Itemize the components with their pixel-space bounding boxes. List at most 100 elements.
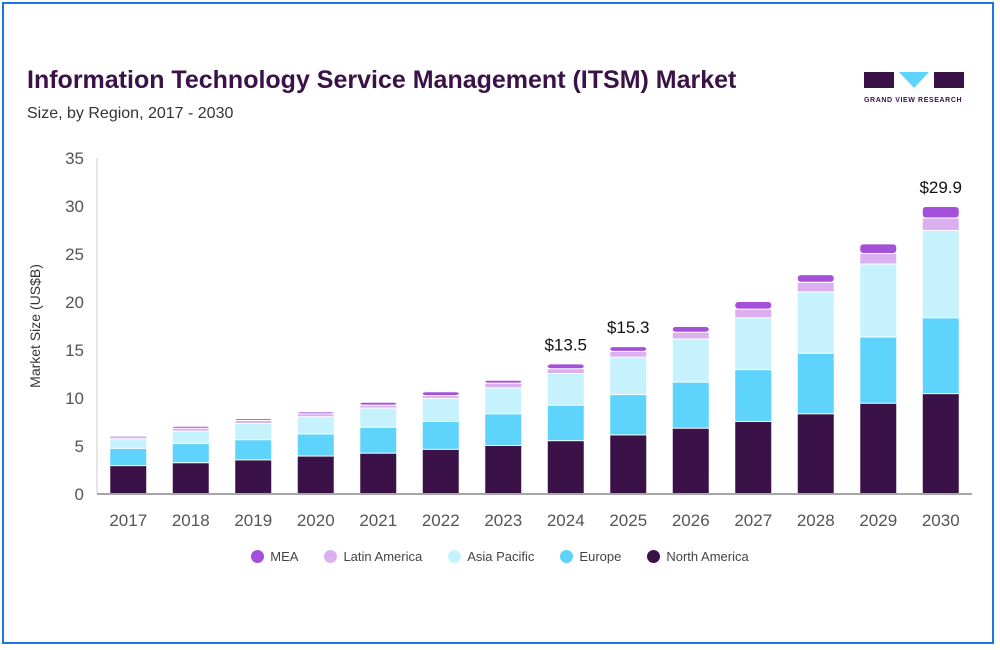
bar-segment-mea bbox=[547, 364, 584, 369]
legend-item: Europe bbox=[560, 549, 621, 564]
bar-segment-asia-pacific bbox=[610, 357, 647, 395]
bar-segment-asia-pacific bbox=[860, 264, 897, 337]
bar-segment-mea bbox=[235, 419, 272, 421]
bar-segment-north-america bbox=[360, 453, 397, 493]
chart-frame bbox=[2, 2, 994, 644]
x-tick-label: 2019 bbox=[234, 511, 272, 530]
legend-swatch bbox=[647, 550, 661, 563]
x-tick-label: 2018 bbox=[172, 511, 210, 530]
legend-swatch bbox=[448, 550, 462, 563]
x-tick-label: 2025 bbox=[609, 511, 647, 530]
bar-segment-north-america bbox=[110, 466, 147, 493]
bar-segment-europe bbox=[172, 444, 209, 463]
bar-segment-north-america bbox=[860, 403, 897, 493]
y-tick-label: 35 bbox=[65, 149, 84, 168]
x-tick-label: 2023 bbox=[484, 511, 522, 530]
bar-segment-asia-pacific bbox=[110, 439, 147, 448]
bar-segment-europe bbox=[360, 427, 397, 453]
logo-text: GRAND VIEW RESEARCH bbox=[864, 97, 963, 104]
bar-segment-asia-pacific bbox=[422, 398, 459, 421]
bar-segment-latin-america bbox=[297, 414, 334, 417]
y-tick-label: 30 bbox=[65, 197, 84, 216]
bar-segment-latin-america bbox=[797, 282, 834, 292]
bar-segment-mea bbox=[860, 244, 897, 253]
x-tick-label: 2026 bbox=[672, 511, 710, 530]
bar-segment-latin-america bbox=[485, 383, 522, 388]
bar-segment-asia-pacific bbox=[297, 417, 334, 434]
bar-segment-asia-pacific bbox=[672, 339, 709, 382]
legend-label: Europe bbox=[579, 549, 622, 564]
bar-segment-europe bbox=[610, 395, 647, 435]
legend-item: Latin America bbox=[324, 549, 422, 564]
x-tick-label: 2027 bbox=[734, 511, 772, 530]
bar-segment-europe bbox=[422, 422, 459, 449]
bar-segment-latin-america bbox=[922, 218, 959, 230]
bar-segment-north-america bbox=[297, 456, 334, 493]
total-data-label: $13.5 bbox=[544, 335, 587, 354]
grand-view-research-logo: GRAND VIEW RESEARCH bbox=[864, 70, 964, 104]
bar-segment-latin-america bbox=[360, 405, 397, 408]
bar-segment-latin-america bbox=[235, 421, 272, 423]
legend-item: Asia Pacific bbox=[448, 549, 534, 564]
legend: MEA Latin America Asia Pacific Europe North … bbox=[0, 549, 1000, 564]
bar-segment-latin-america bbox=[610, 351, 647, 357]
bar-segment-asia-pacific bbox=[360, 408, 397, 427]
x-tick-label: 2029 bbox=[859, 511, 897, 530]
bar-segment-north-america bbox=[235, 460, 272, 493]
bar-segment-north-america bbox=[922, 394, 959, 493]
bar-segment-europe bbox=[110, 448, 147, 466]
bar-segment-europe bbox=[297, 434, 334, 456]
y-tick-label: 5 bbox=[75, 437, 84, 456]
x-tick-label: 2022 bbox=[422, 511, 460, 530]
bar-segment-mea bbox=[485, 380, 522, 383]
total-data-label: $15.3 bbox=[607, 318, 650, 337]
bar-segment-asia-pacific bbox=[172, 431, 209, 444]
y-axis-label: Market Size (US$B) bbox=[27, 264, 43, 388]
bar-segment-europe bbox=[860, 337, 897, 403]
logo-mark bbox=[864, 72, 964, 88]
bar-segment-mea bbox=[297, 412, 334, 414]
x-tick-label: 2017 bbox=[109, 511, 147, 530]
legend-label: Asia Pacific bbox=[467, 549, 535, 564]
bar-segment-latin-america bbox=[110, 436, 147, 439]
bar-segment-asia-pacific bbox=[922, 230, 959, 318]
chart-subtitle: Size, by Region, 2017 - 2030 bbox=[27, 105, 234, 122]
bar-segment-asia-pacific bbox=[797, 292, 834, 353]
bar-segment-asia-pacific bbox=[235, 423, 272, 440]
bar-segment-north-america bbox=[485, 446, 522, 493]
bar-segment-latin-america bbox=[172, 428, 209, 431]
total-data-label: $29.9 bbox=[919, 178, 962, 197]
legend-item: MEA bbox=[251, 549, 298, 564]
bar-segment-latin-america bbox=[422, 396, 459, 398]
bar-segment-latin-america bbox=[735, 309, 772, 318]
bar-segment-latin-america bbox=[860, 254, 897, 264]
bar-segment-asia-pacific bbox=[735, 318, 772, 370]
bar-segment-north-america bbox=[422, 449, 459, 493]
bar-segment-europe bbox=[485, 414, 522, 445]
legend-item: North America bbox=[647, 549, 749, 564]
x-tick-label: 2021 bbox=[359, 511, 397, 530]
bar-segment-mea bbox=[922, 206, 959, 218]
bar-segment-europe bbox=[922, 318, 959, 394]
bar-segment-mea bbox=[610, 347, 647, 351]
bar-segment-mea bbox=[360, 402, 397, 405]
y-tick-label: 15 bbox=[65, 341, 84, 360]
bar-segment-north-america bbox=[797, 414, 834, 493]
bar-segment-latin-america bbox=[547, 369, 584, 373]
legend-swatch bbox=[251, 550, 265, 563]
bar-segment-asia-pacific bbox=[547, 374, 584, 405]
bar-segment-north-america bbox=[610, 435, 647, 493]
legend-label: North America bbox=[666, 549, 749, 564]
bar-segment-europe bbox=[235, 440, 272, 460]
y-tick-label: 25 bbox=[65, 245, 84, 264]
bar-segment-mea bbox=[172, 426, 209, 428]
legend-swatch bbox=[324, 550, 338, 563]
bar-segment-north-america bbox=[672, 428, 709, 493]
x-tick-label: 2028 bbox=[797, 511, 835, 530]
bar-segment-europe bbox=[735, 370, 772, 421]
y-tick-label: 20 bbox=[65, 293, 84, 312]
bar-segment-mea bbox=[735, 302, 772, 309]
bar-segment-mea bbox=[422, 392, 459, 396]
legend-label: MEA bbox=[270, 549, 299, 564]
